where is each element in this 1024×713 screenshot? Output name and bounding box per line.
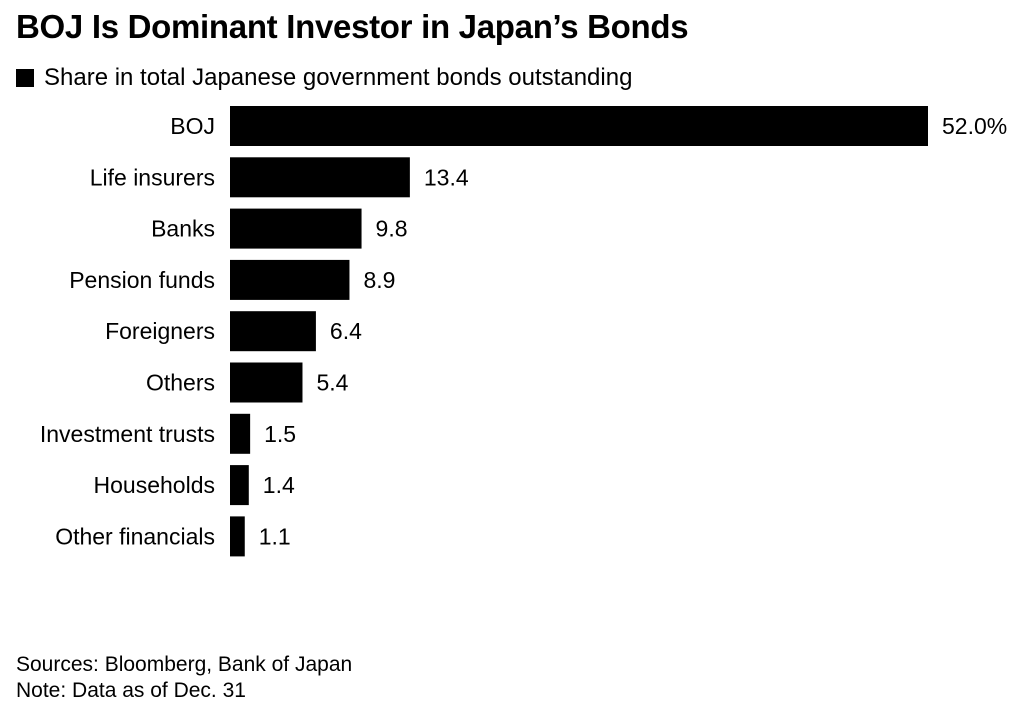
value-label: 6.4 bbox=[330, 318, 362, 344]
category-label: Foreigners bbox=[105, 318, 215, 344]
value-label: 1.1 bbox=[259, 523, 291, 549]
category-label: Others bbox=[146, 370, 215, 396]
legend: Share in total Japanese government bonds… bbox=[16, 64, 632, 92]
category-label: Banks bbox=[151, 216, 215, 242]
category-label: Other financials bbox=[55, 523, 215, 549]
chart-title: BOJ Is Dominant Investor in Japan’s Bond… bbox=[16, 8, 689, 45]
bar bbox=[230, 311, 316, 352]
category-label: Life insurers bbox=[90, 164, 215, 190]
bar bbox=[230, 465, 249, 506]
value-label: 9.8 bbox=[376, 216, 408, 242]
sources-note: Sources: Bloomberg, Bank of Japan bbox=[16, 653, 353, 676]
bar bbox=[230, 259, 350, 300]
bar bbox=[230, 516, 245, 557]
data-note: Note: Data as of Dec. 31 bbox=[16, 679, 246, 702]
bar-chart: BOJ 52.0% Life insurers 13.4 Banks 9.8 Pension… bbox=[40, 106, 1007, 557]
value-label: 52.0% bbox=[942, 113, 1007, 139]
category-label: Investment trusts bbox=[40, 421, 215, 447]
category-label: BOJ bbox=[170, 113, 215, 139]
bar bbox=[230, 413, 251, 454]
bar bbox=[230, 208, 362, 249]
bar bbox=[230, 157, 410, 198]
value-label: 13.4 bbox=[424, 164, 469, 190]
value-label: 1.5 bbox=[264, 421, 296, 447]
bar bbox=[230, 362, 303, 403]
legend-label: Share in total Japanese government bonds… bbox=[44, 64, 633, 91]
value-label: 8.9 bbox=[363, 267, 395, 293]
category-label: Pension funds bbox=[69, 267, 215, 293]
value-label: 1.4 bbox=[263, 472, 295, 498]
legend-swatch bbox=[16, 69, 34, 87]
value-label: 5.4 bbox=[316, 370, 348, 396]
category-label: Households bbox=[94, 472, 215, 498]
bar bbox=[230, 106, 928, 146]
